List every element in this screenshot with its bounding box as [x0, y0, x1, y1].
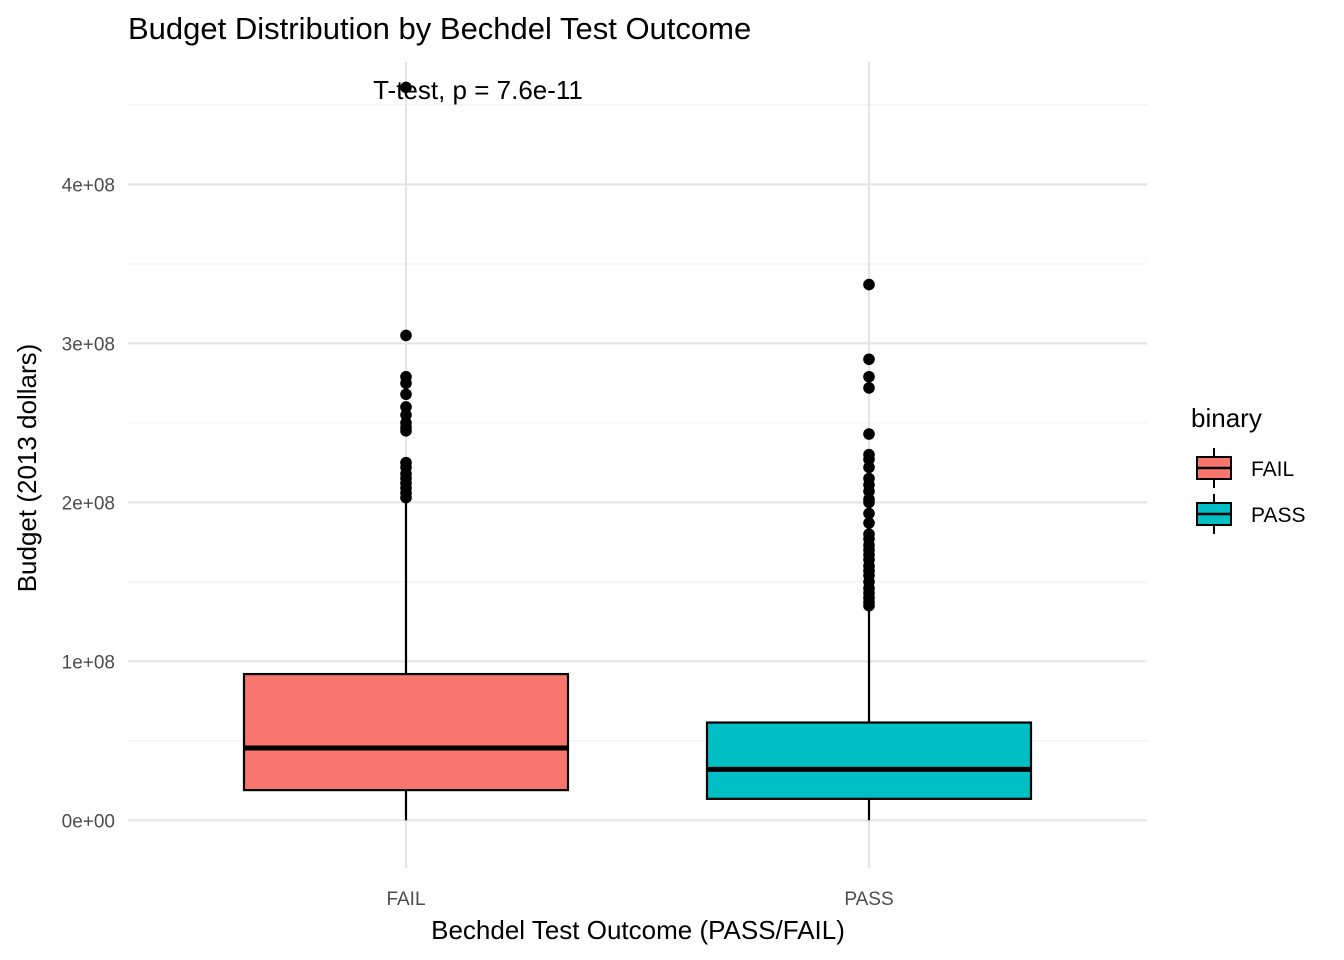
legend-title: binary	[1191, 403, 1262, 433]
outlier-point	[863, 496, 875, 509]
outlier-point	[863, 517, 875, 529]
outlier-point	[400, 377, 412, 389]
outlier-point	[863, 428, 875, 440]
legend-key-fail	[1196, 448, 1232, 488]
outlier-point	[863, 485, 875, 498]
iqr-box	[705, 721, 1033, 800]
outlier-point	[400, 329, 412, 342]
y-tick-label: 3e+08	[62, 334, 115, 355]
legend-label: PASS	[1251, 504, 1305, 527]
x-axis-title: Bechdel Test Outcome (PASS/FAIL)	[431, 915, 845, 945]
outlier-point	[400, 401, 412, 413]
ttest-annotation: T-test, p = 7.6e-11	[373, 75, 583, 105]
outlier-point	[400, 409, 412, 421]
outlier-point	[863, 353, 875, 366]
outlier-point	[863, 382, 875, 394]
outlier-point	[400, 425, 412, 437]
y-tick-label: 1e+08	[62, 652, 115, 673]
chart-title: Budget Distribution by Bechdel Test Outc…	[128, 11, 751, 46]
y-tick-label: 4e+08	[62, 175, 115, 196]
outlier-point	[863, 461, 875, 474]
legend-layer: binary FAIL PASS	[1191, 403, 1305, 534]
iqr-box	[242, 672, 570, 792]
legend-label: FAIL	[1251, 458, 1294, 481]
outlier-point	[863, 453, 875, 466]
outlier-point	[863, 278, 875, 291]
outlier-point	[400, 388, 412, 401]
y-axis-title: Budget (2013 dollars)	[12, 344, 42, 593]
outlier-point	[400, 81, 412, 94]
boxplot-pass	[705, 278, 1033, 821]
outlier-point	[863, 370, 875, 383]
axis-layer: 0e+00 1e+08 2e+08 3e+08 4e+08 FAIL PASS	[62, 175, 894, 910]
box-layer	[242, 81, 1033, 821]
outlier-point	[400, 491, 412, 504]
y-tick-label: 0e+00	[62, 811, 115, 832]
grid-layer	[128, 62, 1147, 868]
legend-key-pass	[1196, 494, 1232, 534]
x-tick-label: FAIL	[386, 889, 425, 910]
y-tick-label: 2e+08	[62, 493, 115, 514]
outlier-point	[863, 599, 875, 612]
boxplot-fail	[242, 81, 570, 821]
x-tick-label: PASS	[844, 889, 893, 910]
outlier-point	[863, 507, 875, 520]
